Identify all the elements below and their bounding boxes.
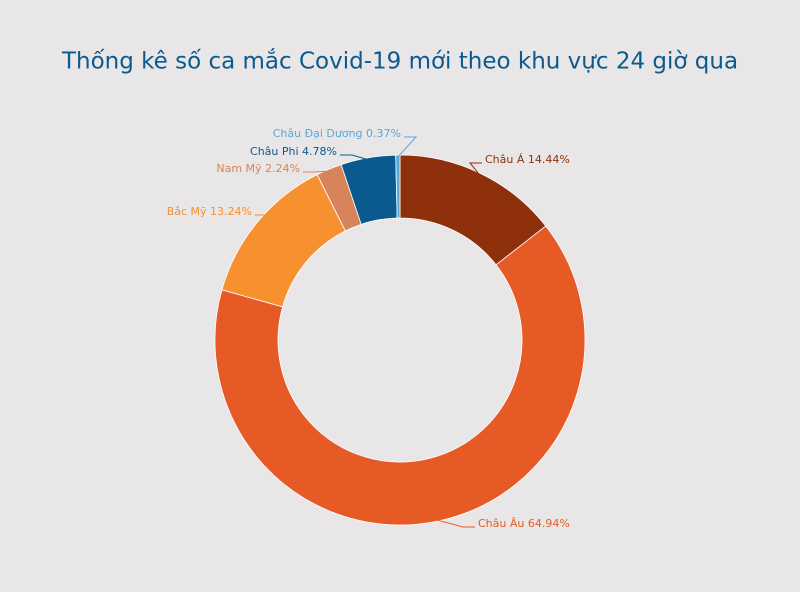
- slice-label: Bắc Mỹ 13.24%: [167, 205, 252, 218]
- slice-label-name: Châu Âu: [478, 517, 524, 530]
- slice-label: Châu Âu 64.94%: [478, 517, 570, 530]
- slice-label-value: 14.44%: [528, 153, 570, 166]
- slice-label-name: Châu Á: [485, 153, 525, 166]
- slice-label-value: 2.24%: [265, 162, 300, 175]
- slice-label-name: Châu Phi: [250, 145, 299, 158]
- leader-line: [397, 136, 418, 158]
- leader-line: [468, 162, 482, 176]
- slice-label-value: 13.24%: [210, 205, 252, 218]
- slice-label-value: 64.94%: [528, 517, 570, 530]
- slice-label: Châu Á 14.44%: [485, 153, 570, 166]
- slice-label-name: Châu Đại Dương: [273, 127, 363, 140]
- slice-label-value: 4.78%: [302, 145, 337, 158]
- slice-label: Châu Phi 4.78%: [250, 145, 337, 158]
- leader-line: [435, 519, 475, 528]
- slice-label: Nam Mỹ 2.24%: [216, 162, 300, 175]
- slice-label: Châu Đại Dương 0.37%: [273, 127, 401, 140]
- slice-label-value: 0.37%: [366, 127, 401, 140]
- donut-slice: [214, 225, 586, 526]
- leader-line: [303, 170, 330, 173]
- chart-title: Thống kê số ca mắc Covid-19 mới theo khu…: [61, 48, 738, 75]
- leader-line: [340, 154, 369, 161]
- slice-label-name: Bắc Mỹ: [167, 205, 207, 218]
- slice-label-name: Nam Mỹ: [216, 162, 262, 175]
- donut-slice: [395, 154, 401, 219]
- leader-line: [255, 214, 269, 224]
